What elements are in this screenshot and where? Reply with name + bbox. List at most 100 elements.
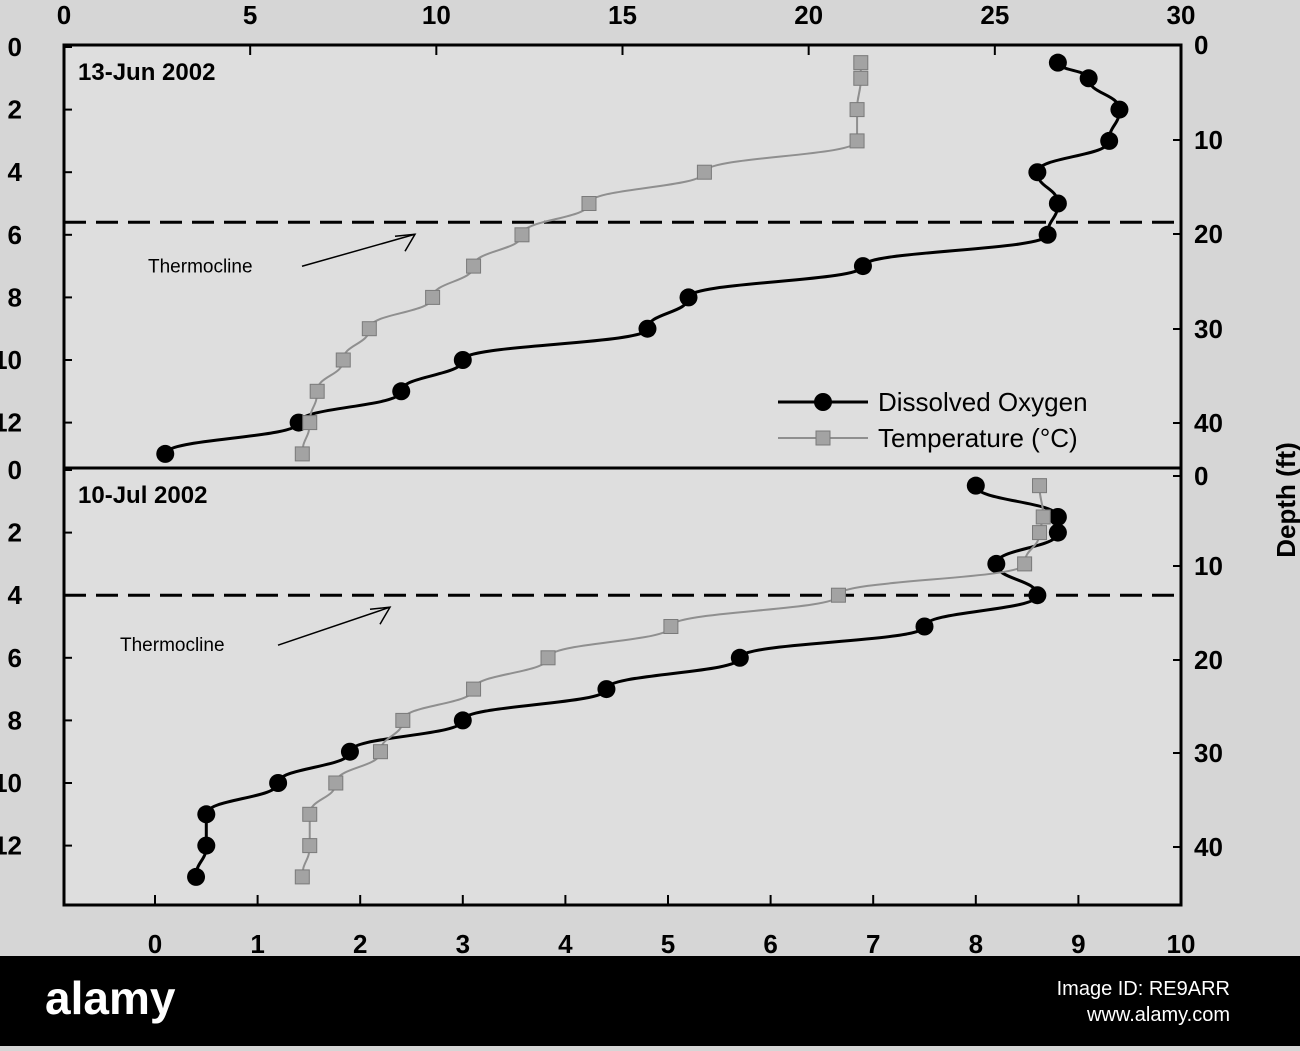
bottom-axis-tick-label: 4: [558, 929, 573, 956]
dissolved-oxygen-point: [1048, 507, 1067, 526]
left-axis-tick-label: 8: [8, 282, 22, 312]
thermocline-arrowhead-icon: [369, 606, 392, 625]
left-axis-tick-label: 10: [0, 345, 22, 375]
left-axis-tick-label: 12: [0, 831, 22, 861]
left-axis-tick-label: 8: [8, 705, 22, 735]
dissolved-oxygen-point: [392, 382, 411, 401]
temperature-point: [1032, 478, 1048, 494]
dissolved-oxygen-point: [156, 444, 175, 463]
temperature-point: [335, 352, 351, 368]
temperature-point: [302, 806, 318, 822]
temperature-point: [540, 650, 556, 666]
dissolved-oxygen-point: [1100, 131, 1119, 150]
temperature-point: [696, 164, 712, 180]
dissolved-oxygen-point: [1048, 523, 1067, 542]
panel-2: [64, 476, 1181, 886]
legend-marker-square: [815, 430, 831, 446]
thermocline-arrow-icon: [277, 606, 391, 646]
right-axis-tick-label: 20: [1194, 645, 1223, 675]
right-axis-tick-label: 30: [1194, 738, 1223, 768]
legend-marker-circle: [814, 393, 832, 411]
temperature-point: [302, 838, 318, 854]
left-axis-tick-label: 0: [8, 455, 22, 485]
bottom-axis-tick-label: 9: [1071, 929, 1085, 956]
dissolved-oxygen-point: [340, 742, 359, 761]
watermark-site: www.alamy.com: [1087, 1004, 1230, 1026]
temperature-point: [294, 869, 310, 885]
temperature-point: [302, 415, 318, 431]
right-axis-tick-label: 30: [1194, 314, 1223, 344]
temperature-point: [663, 619, 679, 634]
dissolved-oxygen-point: [987, 554, 1006, 573]
dissolved-oxygen-point: [597, 680, 616, 699]
watermark-id: Image ID: RE9ARR www.alamy.com: [1057, 976, 1230, 1028]
legend-label: Dissolved Oxygen: [878, 387, 1088, 417]
y-axis-title: Depth (ft): [1271, 442, 1300, 558]
watermark-bar: alamy: [0, 956, 1300, 1046]
dissolved-oxygen-point: [1048, 194, 1067, 213]
left-axis-tick-label: 12: [0, 408, 22, 438]
top-axis-tick-label: 20: [794, 0, 823, 30]
left-axis-tick-label: 2: [8, 95, 22, 125]
dissolved-oxygen-point: [679, 288, 698, 307]
bottom-axis-tick-label: 2: [353, 929, 367, 956]
temperature-point: [395, 712, 411, 728]
right-axis-tick-label: 10: [1194, 551, 1223, 581]
thermocline-arrowhead-icon: [394, 233, 417, 252]
bottom-axis-tick-label: 6: [763, 929, 777, 956]
left-axis-tick-label: 0: [8, 32, 22, 62]
panel-title: 10-Jul 2002: [78, 482, 207, 509]
alamy-logo-icon: alamy: [45, 972, 176, 1024]
temperature-point: [1017, 556, 1033, 572]
thermocline-label: Thermocline: [120, 635, 225, 656]
right-axis-tick-label: 10: [1194, 125, 1223, 155]
panel-title: 13-Jun 2002: [78, 59, 215, 86]
temperature-point: [294, 446, 310, 462]
dissolved-oxygen-point: [1110, 100, 1129, 119]
top-axis-tick-label: 10: [422, 0, 451, 30]
dissolved-oxygen-point: [1028, 163, 1047, 182]
dissolved-oxygen-point: [853, 257, 872, 276]
dissolved-oxygen-point: [187, 867, 206, 886]
top-axis-tick-label: 5: [243, 0, 257, 30]
top-axis-tick-label: 15: [608, 0, 637, 30]
temperature-point: [1032, 525, 1048, 541]
bottom-axis-tick-label: 10: [1167, 929, 1196, 956]
dissolved-oxygen-point: [730, 648, 749, 667]
dissolved-oxygen-point: [638, 319, 657, 338]
temperature-point: [849, 133, 865, 149]
bottom-axis-tick-label: 1: [250, 929, 264, 956]
temperature-point: [466, 258, 482, 274]
temperature-point: [853, 55, 869, 71]
chart: 0 5 10 15 20 25 300 1 2 3 4 5 6 7 8 9 100246810120102030…: [0, 0, 1300, 956]
dissolved-oxygen-point: [269, 774, 288, 792]
legend-label: Temperature (°C): [878, 423, 1078, 453]
dissolved-oxygen-point: [1038, 225, 1057, 244]
dissolved-oxygen-point: [966, 476, 985, 495]
bottom-axis-tick-label: 8: [969, 929, 983, 956]
top-axis-tick-label: 0: [57, 0, 71, 30]
left-axis-tick-label: 2: [8, 518, 22, 548]
left-axis-tick-label: 4: [8, 580, 23, 610]
dissolved-oxygen-point: [1048, 53, 1067, 72]
temperature-point: [466, 681, 482, 697]
right-axis-tick-label: 0: [1194, 461, 1208, 491]
dissolved-oxygen-point: [1028, 586, 1047, 605]
temperature-point: [514, 227, 530, 243]
left-axis-tick-label: 10: [0, 768, 22, 798]
top-axis-tick-label: 25: [980, 0, 1009, 30]
panel-frame-2: [62, 466, 1183, 907]
dissolved-oxygen-point: [453, 351, 472, 369]
left-axis-tick-label: 4: [8, 157, 23, 187]
dissolved-oxygen-point: [453, 711, 472, 730]
right-axis-tick-label: 40: [1194, 832, 1223, 862]
temperature-point: [1035, 509, 1051, 525]
temperature-point: [361, 321, 377, 337]
thermocline-arrow-icon: [301, 233, 416, 268]
thermocline-label: Thermocline: [148, 256, 253, 277]
top-axis-tick-label: 30: [1167, 0, 1196, 30]
left-axis-tick-label: 6: [8, 220, 22, 250]
dissolved-oxygen-point: [197, 805, 216, 824]
panel-1: [64, 53, 1181, 463]
plot-background: [64, 45, 1181, 905]
